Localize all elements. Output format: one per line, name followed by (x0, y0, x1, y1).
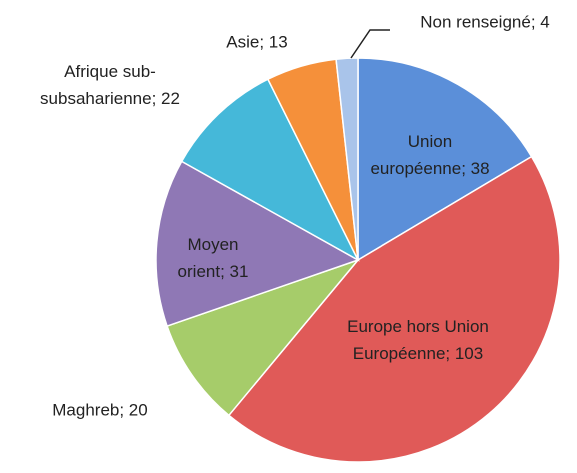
pie-slice (227, 155, 561, 463)
slice-label: Union européenne; 38 (370, 132, 490, 178)
slice-label: Moyen orient; 31 (177, 235, 249, 281)
pie-slice (166, 258, 361, 417)
pie-slice (180, 78, 360, 262)
pie-slice (335, 57, 359, 261)
leader-line (350, 29, 390, 59)
slice-label: Maghreb; 20 (52, 400, 148, 420)
pie-slice (155, 160, 360, 328)
pie-slice (357, 57, 533, 262)
slice-label: Afrique sub-subsaharienne; 22 (40, 62, 180, 108)
slice-label: Europe hors Union Européenne; 103 (347, 317, 489, 363)
slice-label: Non renseigné; 4 (420, 12, 550, 32)
slice-label: Asie; 13 (226, 32, 288, 52)
